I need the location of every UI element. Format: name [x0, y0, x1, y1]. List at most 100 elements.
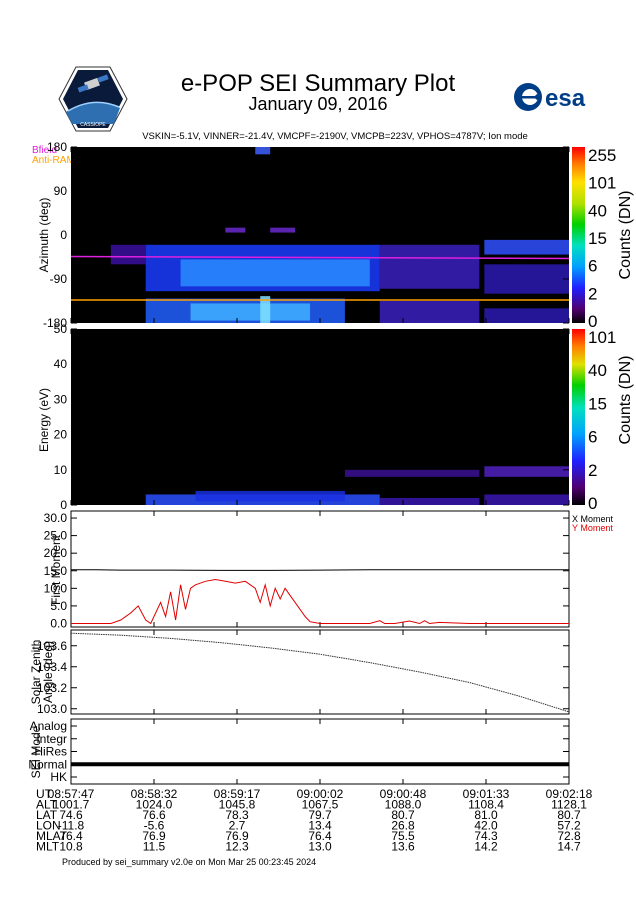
ephemeris-cell: 08:58:32 — [131, 787, 178, 801]
first-moment-panel: 30.025.020.015.010.05.00.0 First Moment … — [44, 510, 614, 630]
ephemeris-row-label: LAT — [36, 808, 58, 822]
ephemeris-cell: 13.0 — [308, 840, 332, 854]
azimuth-tick-label: 180 — [47, 140, 67, 154]
sei-mode-frame — [70, 718, 570, 785]
ephemeris-cell: 11.5 — [143, 840, 166, 854]
sei-mode-axis-label: SEI Mode — [29, 725, 43, 778]
azimuth-spectrogram-cell — [484, 308, 569, 323]
azimuth-spectrogram-cell — [225, 227, 246, 233]
ephemeris-cell: 74.3 — [474, 829, 498, 843]
azimuth-spectrogram-cell — [190, 303, 311, 321]
solar-zenith-axis-label-line2: Angle (deg) — [41, 641, 55, 703]
ephemeris-cell: 74.6 — [59, 808, 83, 822]
energy-tick-label: 20 — [54, 428, 68, 442]
energy-spectrogram-cell — [484, 494, 569, 505]
ephemeris-row-label: LON — [36, 819, 61, 833]
solar-zenith-tick-label: 103.4 — [37, 660, 67, 674]
azimuth-colorbar-tick-label: 2 — [588, 284, 597, 303]
azimuth-spectrogram-cell — [255, 147, 271, 155]
plot-date: January 09, 2016 — [248, 94, 388, 114]
antiram-legend: Anti-RAM — [32, 155, 75, 166]
solar-zenith-axis-label-line1: Solar Zenith — [29, 640, 43, 705]
footer-note: Produced by sei_summary v2.0e on Mon Mar… — [62, 857, 317, 867]
first-moment-tick-label: 20.0 — [44, 546, 68, 560]
azimuth-spectrogram-cell — [260, 296, 271, 323]
energy-colorbar-tick-label: 6 — [588, 428, 597, 447]
ephemeris-cell: 13.4 — [308, 819, 332, 833]
energy-spectrogram-data — [145, 466, 569, 505]
first-moment-tick-label: 5.0 — [50, 599, 67, 613]
first-moment-ticks: 30.0 25.0 20.0 15.0 10.0 5.0 0.0 — [44, 511, 570, 630]
azimuth-tick-label: 90 — [54, 184, 68, 198]
ephemeris-cell: 1024.0 — [136, 798, 173, 812]
solar-zenith-tick-label: 103.0 — [37, 702, 67, 716]
ephemeris-cell: 1088.0 — [385, 798, 422, 812]
ephemeris-cell: 80.7 — [391, 808, 415, 822]
azimuth-spectrogram-cell — [484, 239, 569, 255]
energy-colorbar-tick-label: 2 — [588, 461, 597, 480]
first-moment-tick-label: 30.0 — [44, 511, 68, 525]
ephemeris-row-label: MLAT — [36, 829, 68, 843]
energy-tick-label: 0 — [60, 498, 67, 512]
energy-colorbar-tick-label: 40 — [588, 361, 607, 380]
ephemeris-cell: -11.8 — [58, 819, 85, 833]
energy-colorbar — [572, 329, 585, 505]
first-moment-axis-label: First Moment — [49, 534, 63, 605]
x-moment-legend: X Moment — [572, 514, 614, 524]
page-title: e-POP SEI Summary Plot — [180, 70, 456, 97]
solar-zenith-tick-label: 103.2 — [37, 681, 67, 695]
ephemeris-cell: 75.5 — [391, 829, 415, 843]
ephemeris-cell: 26.8 — [391, 819, 415, 833]
esa-logo-text: esa — [545, 85, 586, 112]
ephemeris-row-label: ALT — [36, 798, 58, 812]
ephemeris-cell: 76.9 — [142, 829, 166, 843]
ephemeris-cell: -5.6 — [144, 819, 165, 833]
azimuth-tick-label: 0 — [60, 228, 67, 242]
first-moment-frame — [70, 510, 570, 628]
cassiope-logo-text: CASSIOPE — [80, 122, 106, 128]
ephemeris-cell: 13.6 — [391, 840, 415, 854]
cassiope-logo: CASSIOPE — [58, 66, 128, 132]
sei-mode-tick-label: Analog — [30, 719, 67, 733]
azimuth-tick-label: -180 — [43, 316, 67, 330]
energy-spectrogram-cell — [344, 469, 480, 477]
energy-tick-label: 30 — [54, 392, 68, 406]
energy-axis-label: Energy (eV) — [37, 388, 51, 452]
azimuth-colorbar — [572, 147, 585, 323]
energy-colorbar-label: Counts (DN) — [617, 356, 634, 445]
azimuth-ticks: 180 90 0 -90 -180 — [43, 140, 570, 330]
ephemeris-cell: 1108.4 — [468, 798, 504, 812]
sei-mode-tick-label: HiRes — [34, 745, 67, 759]
azimuth-colorbar-ticks: 255 101 40 15 6 2 0 — [588, 146, 616, 331]
energy-tick-label: 10 — [54, 463, 68, 477]
sei-mode-tick-label: Integr — [36, 732, 67, 746]
ephemeris-cell: 81.0 — [474, 808, 498, 822]
azimuth-spectrogram-data — [110, 147, 569, 323]
azimuth-colorbar-tick-label: 0 — [588, 312, 597, 331]
energy-spectrogram-cell — [195, 490, 345, 502]
azimuth-spectrogram-cell — [379, 301, 480, 323]
energy-colorbar-tick-label: 101 — [588, 328, 616, 347]
ephemeris-cell: 1001.7 — [53, 798, 90, 812]
energy-spectrogram-cell — [484, 466, 569, 477]
ephemeris-cell: 57.2 — [557, 819, 581, 833]
first-moment-tick-label: 25.0 — [44, 529, 68, 543]
ephemeris-cell: 09:02:18 — [546, 787, 593, 801]
ephemeris-row-label: UT — [36, 787, 53, 801]
ephemeris-cell: 10.8 — [59, 840, 83, 854]
azimuth-spectrogram-background — [71, 147, 569, 323]
energy-spectrogram-background — [71, 329, 569, 505]
ephemeris-cell: 1067.5 — [302, 798, 339, 812]
solar-zenith-tick-label: 103.6 — [37, 639, 67, 653]
energy-colorbar-ticks: 101 40 15 6 2 0 — [588, 328, 616, 513]
azimuth-tick-label: -90 — [50, 272, 68, 286]
energy-spectrogram-cell — [379, 497, 480, 505]
ephemeris-cell: 1128.1 — [551, 798, 587, 812]
sei-mode-tick-label: HK — [50, 770, 67, 784]
